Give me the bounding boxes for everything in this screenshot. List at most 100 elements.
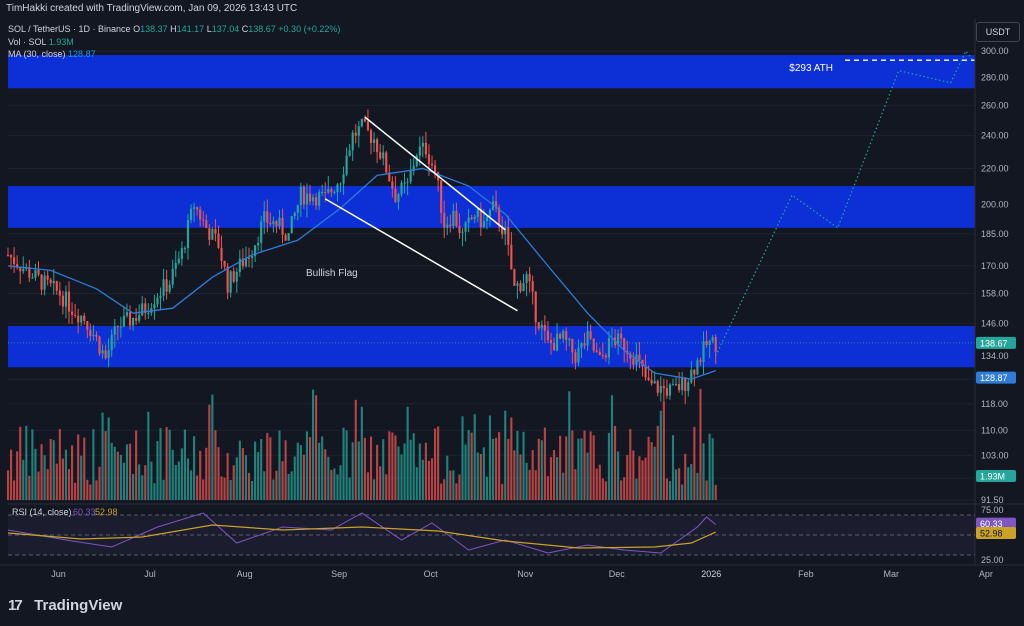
candle-body xyxy=(665,388,668,396)
volume-bar xyxy=(37,471,40,500)
candle-body xyxy=(254,245,257,257)
flag-label: Bullish Flag xyxy=(306,268,358,279)
candle-body xyxy=(31,277,34,279)
price-tick: 280.00 xyxy=(981,72,1009,82)
price-marker-text: 138.67 xyxy=(980,338,1008,348)
rsi-tick: 75.00 xyxy=(981,505,1004,515)
candle-body xyxy=(696,360,699,375)
volume-bar xyxy=(211,394,214,500)
volume-bar xyxy=(412,433,415,500)
volume-bar xyxy=(101,412,104,500)
volume-bar xyxy=(382,439,385,500)
candle-body xyxy=(144,303,147,313)
candle-body xyxy=(107,350,110,359)
candle-body xyxy=(147,312,150,314)
volume-bar xyxy=(543,427,546,500)
candle-body xyxy=(308,193,312,202)
open-label: O xyxy=(133,24,141,34)
volume-bar xyxy=(189,470,193,500)
volume-bar xyxy=(327,456,330,500)
time-tick: Sep xyxy=(331,569,347,579)
volume-bar xyxy=(305,431,309,500)
volume-bar xyxy=(397,446,400,500)
volume-bar xyxy=(681,484,684,500)
candle-body xyxy=(34,269,37,278)
ma-value: 128.87 xyxy=(68,49,96,59)
volume-bar xyxy=(193,436,196,500)
volume-bar xyxy=(430,458,434,500)
candle-body xyxy=(351,132,354,151)
close-value: 138.67 xyxy=(248,24,276,34)
volume-bar xyxy=(647,436,650,500)
symbol-name[interactable]: SOL / TetherUS · 1D · Binance xyxy=(8,24,131,34)
candle-body xyxy=(345,155,348,175)
volume-bar xyxy=(257,452,260,500)
volume-bar xyxy=(678,468,681,500)
candle-body xyxy=(266,211,269,224)
volume-bar xyxy=(128,443,132,500)
volume-bar xyxy=(132,473,135,500)
ma-legend[interactable]: MA (30, close) 128.87 xyxy=(8,49,96,59)
volume-bar xyxy=(391,432,394,500)
volume-bar xyxy=(302,454,305,500)
candle-body xyxy=(479,208,482,228)
tradingview-logo[interactable]: 17 TradingView xyxy=(8,597,122,614)
candle-body xyxy=(662,385,665,389)
volume-bar xyxy=(113,446,116,500)
volume-bar xyxy=(244,455,248,500)
volume-bar xyxy=(705,480,708,500)
volume-bar xyxy=(656,425,659,500)
candle-body xyxy=(119,326,122,328)
candle-body xyxy=(171,268,174,285)
candle-body xyxy=(318,192,321,206)
ma-marker-text: 128.87 xyxy=(980,373,1008,383)
candle-body xyxy=(485,216,488,222)
volume-legend[interactable]: Vol · SOL 1.93M xyxy=(8,37,74,47)
candle-body xyxy=(284,234,287,241)
volume-marker-text: 1.93M xyxy=(980,472,1005,482)
candle-body xyxy=(135,317,138,321)
volume-bar xyxy=(528,469,531,500)
volume-bar xyxy=(556,457,559,500)
volume-bar xyxy=(690,464,693,500)
candle-body xyxy=(473,216,476,220)
candle-body xyxy=(92,334,95,337)
candle-body xyxy=(406,181,409,183)
volume-bar xyxy=(110,442,113,500)
candle-body xyxy=(299,186,302,206)
candle-body xyxy=(476,208,479,217)
candle-body xyxy=(189,208,193,220)
candle-body xyxy=(379,152,382,159)
volume-bar xyxy=(229,480,232,500)
candle-body xyxy=(528,274,531,282)
ma-line xyxy=(7,167,716,380)
close-label: C xyxy=(241,24,249,34)
candle-body xyxy=(617,333,620,346)
candle-body xyxy=(324,192,327,194)
volume-bar xyxy=(366,472,370,500)
candle-body xyxy=(186,219,190,249)
currency-button[interactable]: USDT xyxy=(976,22,1020,42)
candle-body xyxy=(424,142,427,155)
candle-body xyxy=(604,355,607,358)
candle-body xyxy=(702,341,705,362)
candle-body xyxy=(656,381,659,393)
candle-body xyxy=(513,269,516,286)
volume-bar xyxy=(159,428,162,500)
volume-bar xyxy=(250,480,254,500)
price-tick: 240.00 xyxy=(981,131,1009,141)
candle-body xyxy=(516,283,519,286)
volume-bar xyxy=(74,482,77,500)
volume-bar xyxy=(153,483,156,500)
volume-bar xyxy=(77,434,80,500)
volume-bar xyxy=(25,425,28,500)
volume-bar xyxy=(714,484,717,500)
ath-label: $293 ATH xyxy=(789,63,833,74)
candle-body xyxy=(77,315,80,323)
volume-bar xyxy=(629,429,632,500)
candle-body xyxy=(205,220,208,229)
candle-body xyxy=(327,189,330,193)
candle-body xyxy=(446,224,449,228)
volume-bar xyxy=(644,457,647,500)
